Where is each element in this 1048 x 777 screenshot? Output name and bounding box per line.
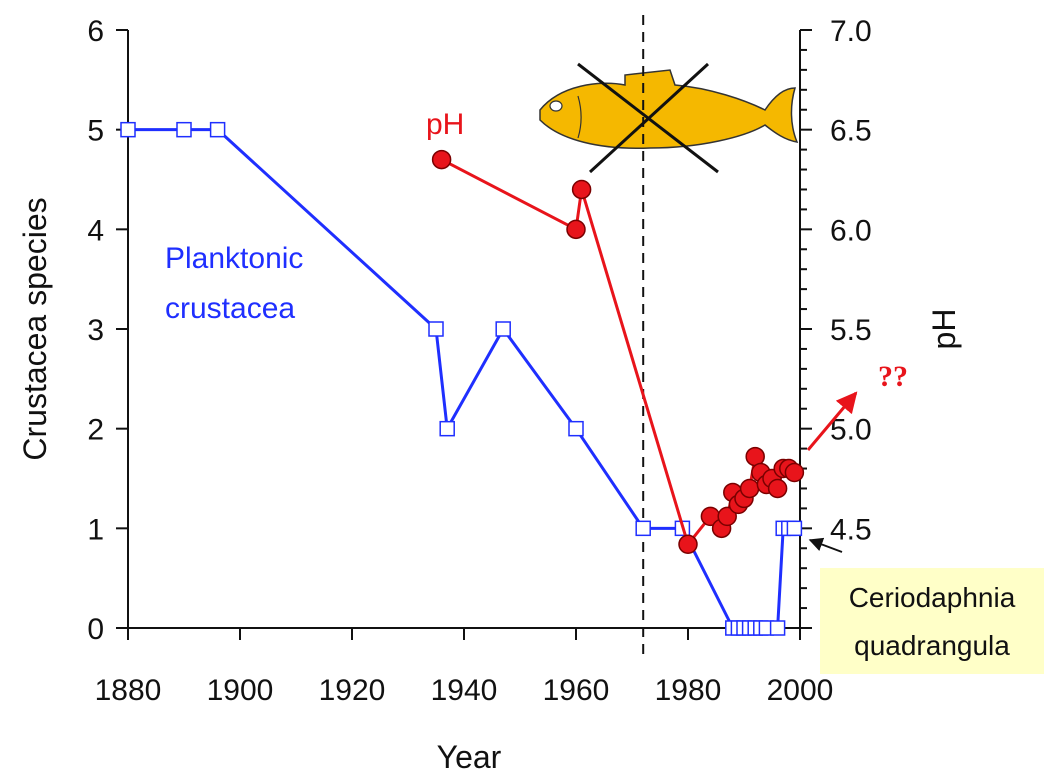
data-point-crustacea [635, 520, 651, 537]
y-right-tick-label: 6.5 [830, 115, 872, 148]
data-point-ph [784, 462, 805, 483]
x-tick-label: 1960 [543, 674, 610, 707]
data-point-ph [431, 149, 452, 170]
data-point-ph [739, 478, 760, 499]
y-right-tick-label: 4.5 [830, 513, 872, 546]
data-point-crustacea [769, 620, 786, 636]
x-tick-label: 1940 [431, 674, 498, 707]
trend-question-label: ?? [878, 360, 908, 393]
series-line-crustacea [128, 128, 795, 630]
x-tick-label: 1900 [207, 674, 274, 707]
x-tick-label: 2000 [767, 674, 834, 707]
data-point-crustacea [176, 121, 192, 138]
data-point-ph [767, 478, 788, 499]
y-right-tick-label: 5.5 [830, 314, 872, 347]
y-right-tick-label: 6.0 [830, 214, 872, 247]
x-tick-label: 1920 [319, 674, 386, 707]
y-left-tick-label: 2 [87, 414, 104, 447]
trend-arrow [806, 391, 858, 451]
y-axis-right: 4.5 5.0 5.5 6.0 6.5 7.0 [800, 15, 872, 629]
series-label-crustacea-2: crustacea [165, 292, 295, 325]
data-point-crustacea [786, 520, 803, 537]
x-axis: 1880 1900 1920 1940 1960 1980 2000 [95, 628, 834, 707]
data-point-ph [571, 179, 592, 200]
series-label-crustacea: Planktonic [165, 242, 303, 275]
y-axis-left: 0 1 2 3 4 5 6 [87, 15, 128, 646]
data-point-crustacea [439, 420, 455, 437]
cross-icon [577, 62, 719, 174]
y-right-tick-label: 7.0 [830, 15, 872, 48]
data-point-crustacea [428, 321, 444, 337]
y-axis-right-title: pH [926, 309, 962, 350]
data-point-ph [717, 506, 737, 527]
y-axis-left-title: Crustacea species [17, 197, 53, 460]
y-left-tick-label: 4 [87, 214, 104, 247]
series-layer [120, 121, 805, 636]
data-point-ph [566, 219, 586, 240]
series-label-ph: pH [426, 108, 464, 141]
y-left-tick-label: 0 [87, 613, 104, 646]
data-point-crustacea [568, 420, 584, 437]
species-note-arrow [808, 537, 843, 553]
data-point-crustacea [495, 321, 511, 337]
data-point-crustacea [120, 121, 136, 138]
data-point-crustacea [209, 121, 226, 138]
y-left-tick-label: 3 [87, 314, 104, 347]
y-left-tick-label: 6 [87, 15, 104, 48]
species-note-line-1: Ceriodaphnia [849, 582, 1016, 613]
data-point-ph [678, 534, 698, 555]
y-left-tick-label: 1 [87, 513, 104, 546]
species-note-line-2: quadrangula [854, 630, 1010, 661]
x-tick-label: 1880 [95, 674, 162, 707]
y-right-tick-label: 5.0 [830, 414, 872, 447]
x-tick-label: 1980 [655, 674, 722, 707]
x-axis-title: Year [437, 739, 502, 775]
y-left-tick-label: 5 [87, 115, 104, 148]
species-note: Ceriodaphnia quadrangula [820, 568, 1044, 674]
fish-icon [539, 69, 799, 149]
